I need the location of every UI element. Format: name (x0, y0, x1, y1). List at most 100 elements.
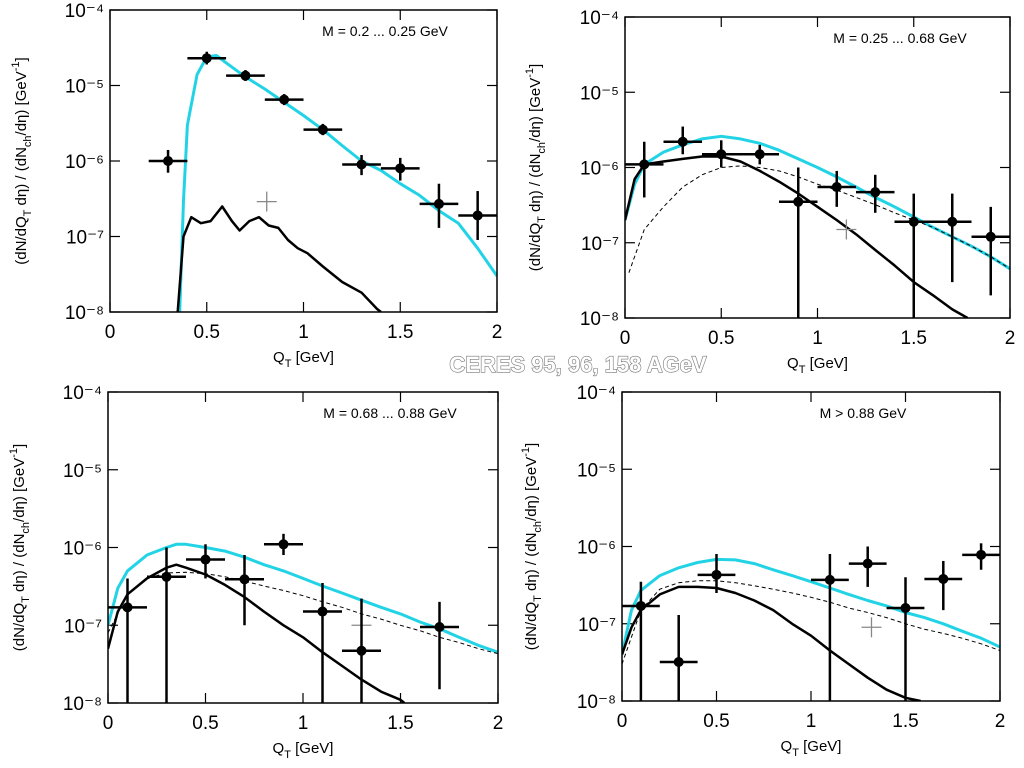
plot-area (108, 533, 498, 703)
x-tick-label: 0 (617, 711, 628, 732)
label-part: T (536, 216, 548, 223)
label-part: /dη) [GeV (527, 78, 544, 142)
label-part: -1 (10, 61, 22, 71)
label-part: ch (536, 142, 548, 154)
y-tick-label: 10⁻⁸ (580, 309, 619, 330)
y-axis-label: (dN/dQT dη) / (dNch/dη) [GeV-1] (524, 64, 548, 271)
label-part: (dN/dQ (13, 216, 30, 264)
label-part: -1 (524, 68, 536, 78)
data-point (900, 602, 911, 613)
label-part: [GeV] (291, 349, 334, 366)
curve (108, 542, 498, 654)
x-tick-label: 0.5 (708, 328, 734, 349)
plot-area (148, 51, 497, 312)
annotation: M > 0.88 GeV (820, 405, 907, 421)
data-point (434, 621, 445, 632)
y-axis-label: (dN/dQT dη) / (dNch/dη) [GeV-1] (520, 443, 544, 650)
curve (625, 155, 969, 318)
x-tick-label: 2 (493, 713, 504, 734)
curve (108, 563, 406, 703)
y-tick-label: 10⁻⁶ (63, 539, 102, 560)
label-part: T (285, 358, 292, 370)
data-point (639, 159, 650, 170)
y-tick-label: 10⁻⁵ (63, 461, 102, 482)
label-part: (dN/dQ (527, 223, 544, 271)
curve (178, 54, 497, 312)
label-part: ch (532, 521, 544, 533)
label-part: Q (273, 349, 285, 366)
x-tick-label: 0.5 (194, 322, 220, 343)
y-tick-label: 10⁻⁸ (65, 303, 104, 324)
data-point (317, 124, 328, 135)
label-part: [GeV] (799, 738, 842, 755)
data-point (240, 70, 251, 81)
data-point (947, 216, 958, 227)
data-point (824, 574, 835, 585)
data-point (754, 149, 765, 160)
y-tick-label: 10⁻⁸ (63, 694, 102, 715)
label-part: T (532, 595, 544, 602)
label-part: dη) / (dN (527, 154, 544, 217)
y-tick-label: 10⁻⁴ (65, 1, 104, 22)
data-point (870, 187, 881, 198)
label-part: /dη) [GeV (11, 458, 28, 522)
y-tick-label: 10⁻⁷ (578, 615, 616, 636)
frame (624, 16, 1011, 319)
x-axis-label: QT [GeV] (273, 349, 334, 370)
label-part: T (22, 209, 34, 216)
label-part: ] (527, 64, 544, 68)
y-tick-label: 10⁻⁴ (577, 383, 616, 404)
x-tick-label: 1.5 (387, 322, 413, 343)
x-tick-label: 0 (105, 322, 116, 343)
y-tick-label: 10⁻⁴ (63, 383, 102, 404)
label-part: dη) / (dN (11, 534, 28, 597)
data-point (163, 156, 174, 166)
x-tick-label: 2 (995, 711, 1006, 732)
data-point (239, 574, 250, 585)
x-tick-label: 1 (298, 713, 309, 734)
label-part: Q (273, 740, 285, 757)
data-point (635, 600, 646, 611)
plot-area (622, 543, 1000, 701)
curve (108, 571, 498, 655)
y-axis-label: (dN/dQT dη) / (dNch/dη) [GeV-1] (10, 57, 34, 264)
x-tick-label: 1 (812, 328, 823, 349)
x-tick-label: 1 (298, 322, 309, 343)
label-part: ] (13, 57, 30, 61)
y-tick-label: 10⁻⁷ (66, 228, 104, 249)
label-part: (dN/dQ (11, 603, 28, 651)
data-point (395, 163, 406, 174)
curve (622, 585, 921, 701)
data-point (356, 645, 367, 656)
data-point (433, 198, 444, 209)
y-tick-label: 10⁻⁸ (577, 692, 616, 713)
label-part: T (20, 596, 32, 603)
x-axis-label: QT [GeV] (781, 738, 842, 759)
label-part: Q (781, 738, 793, 755)
curve (176, 205, 382, 312)
annotation: M = 0.25 ... 0.68 GeV (833, 30, 967, 46)
label-part: ] (11, 444, 28, 448)
label-part: Q (787, 355, 799, 372)
y-tick-label: 10⁻⁶ (577, 538, 616, 559)
x-tick-label: 0.5 (192, 713, 218, 734)
x-axis-label: QT [GeV] (273, 740, 334, 761)
y-axis-label: (dN/dQT dη) / (dNch/dη) [GeV-1] (8, 444, 32, 651)
data-point (122, 602, 133, 613)
data-point (200, 554, 211, 565)
y-tick-label: 10⁻⁴ (580, 8, 619, 29)
curve (622, 580, 1000, 665)
data-point (279, 94, 290, 105)
x-tick-label: 1.5 (901, 328, 927, 349)
y-tick-label: 10⁻⁷ (64, 616, 102, 637)
y-tick-label: 10⁻⁷ (581, 234, 619, 255)
label-part: ch (22, 135, 34, 147)
x-tick-label: 1.5 (387, 713, 413, 734)
data-point (161, 571, 172, 582)
data-point (711, 569, 722, 580)
x-tick-label: 0.5 (703, 711, 729, 732)
label-part: [GeV] (805, 355, 848, 372)
curve (622, 557, 1000, 655)
frame (109, 9, 498, 313)
